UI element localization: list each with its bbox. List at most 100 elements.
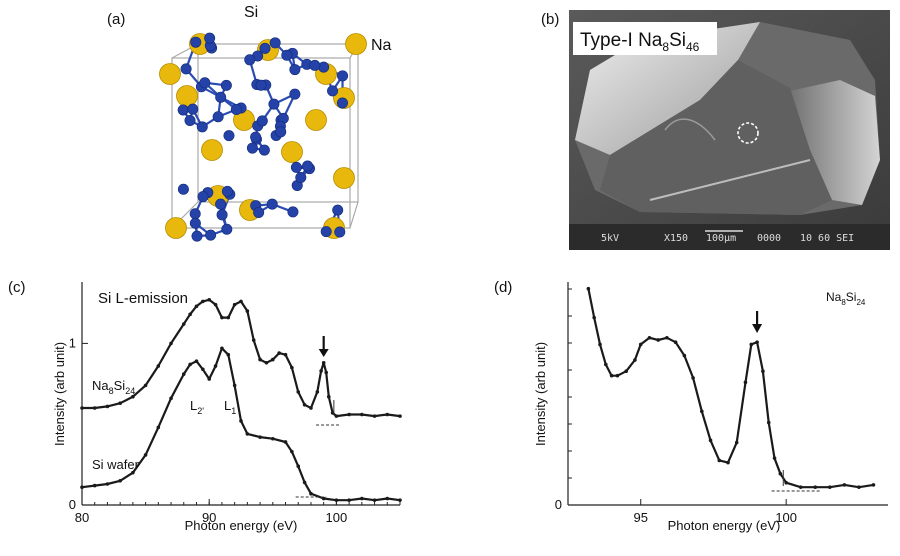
chart-d: 95 100 0 Na8Si24 Photon energy (eV) Intens… (533, 282, 888, 533)
d-data-point (592, 315, 596, 320)
d-data-point (766, 420, 771, 425)
c-data-point (226, 315, 231, 320)
si-atom (253, 206, 265, 218)
sem-footer-magnification: X150 (664, 233, 688, 244)
si-atom (290, 161, 302, 173)
si-atom (196, 121, 208, 133)
d-data-point (638, 342, 643, 347)
d-y-tick-label: 0 (555, 497, 562, 512)
atom-sites (159, 32, 367, 242)
d-data-point (734, 440, 739, 445)
si-atom (204, 32, 216, 44)
c-data-point (321, 360, 326, 365)
c-data-point (194, 359, 199, 363)
c-data-point (245, 432, 250, 436)
na-atom (176, 85, 198, 107)
d-data-point (857, 485, 861, 489)
sem-footer-voltage: 5kV (601, 233, 619, 244)
na-atom (305, 109, 327, 131)
c-data-point (398, 414, 402, 418)
c-data-point (302, 403, 307, 407)
chart-c-arrow-head (318, 349, 329, 357)
d-data-point (749, 342, 754, 347)
crystal-structure-illustration (159, 32, 367, 242)
si-atom (255, 79, 267, 91)
d-data-point (615, 373, 620, 378)
chart-c-series-label-nasi24: Na8Si24 (92, 378, 135, 396)
si-atom (302, 160, 314, 172)
si-atom (269, 37, 281, 49)
si-atom (205, 229, 217, 241)
na-atom (165, 217, 187, 239)
d-data-point (633, 358, 637, 362)
c-data-point (169, 396, 173, 401)
c-data-point (360, 496, 364, 501)
c-y-tick-label: 0 (69, 497, 76, 512)
d-data-point (755, 340, 759, 345)
c-data-point (156, 425, 161, 430)
c-data-point (194, 304, 199, 309)
c-data-point (360, 412, 364, 417)
c-data-point (315, 390, 320, 394)
c-data-point (347, 412, 351, 417)
si-atom (187, 103, 199, 115)
si-atom (216, 209, 228, 221)
chart-c-peak-L2: L2' (190, 398, 204, 416)
c-data-point (290, 365, 294, 370)
c-data-point (181, 322, 186, 326)
c-data-point (188, 362, 192, 367)
si-atom (250, 131, 262, 143)
c-x-tick-label: 100 (326, 510, 348, 525)
chart-d-xlabel: Photon energy (eV) (668, 518, 781, 533)
si-atom (289, 88, 301, 100)
c-data-point (334, 414, 339, 418)
c-data-point (324, 370, 329, 375)
c-data-point (226, 352, 231, 357)
chart-c-peak-L1: L1 (224, 398, 236, 416)
si-atom (184, 114, 196, 126)
si-atom (318, 61, 330, 73)
si-atom (295, 172, 307, 184)
d-data-point (761, 369, 765, 374)
si-atom (230, 103, 242, 115)
si-atom (266, 198, 278, 210)
si-atom (191, 230, 203, 242)
d-series-line-0 (587, 288, 874, 489)
c-data-point (207, 297, 211, 302)
c-data-point (239, 419, 243, 423)
si-atom (334, 226, 346, 238)
na-atom (159, 63, 181, 85)
sem-title-box (573, 22, 717, 55)
c-data-point (92, 483, 97, 488)
d-data-point (682, 353, 687, 358)
d-data-point (798, 485, 803, 489)
d-data-point (743, 380, 748, 385)
c-data-point (290, 449, 294, 454)
si-atom (177, 104, 189, 116)
chart-d-legend: Na8Si24 (826, 290, 866, 307)
c-data-point (118, 478, 122, 483)
c-data-point (80, 406, 84, 410)
c-data-point (213, 302, 218, 307)
c-data-point (143, 453, 148, 457)
d-data-point (604, 362, 608, 367)
si-atom (189, 208, 201, 220)
d-data-point (647, 335, 652, 340)
si-atom (268, 98, 280, 110)
c-data-point (181, 372, 186, 376)
d-data-point (656, 338, 660, 342)
c-data-point (220, 346, 224, 351)
si-atom (197, 191, 209, 203)
c-data-point (258, 357, 262, 362)
c-data-point (385, 496, 390, 501)
c-data-point (283, 440, 288, 444)
si-atom (309, 59, 321, 71)
d-data-point (609, 373, 614, 378)
d-data-point (717, 458, 722, 463)
d-data-point (598, 342, 602, 347)
c-data-point (80, 485, 84, 490)
panel-label-c: (c) (8, 279, 26, 296)
na-atom (345, 33, 367, 55)
c-data-point (347, 498, 351, 502)
c-data-point (398, 498, 402, 502)
